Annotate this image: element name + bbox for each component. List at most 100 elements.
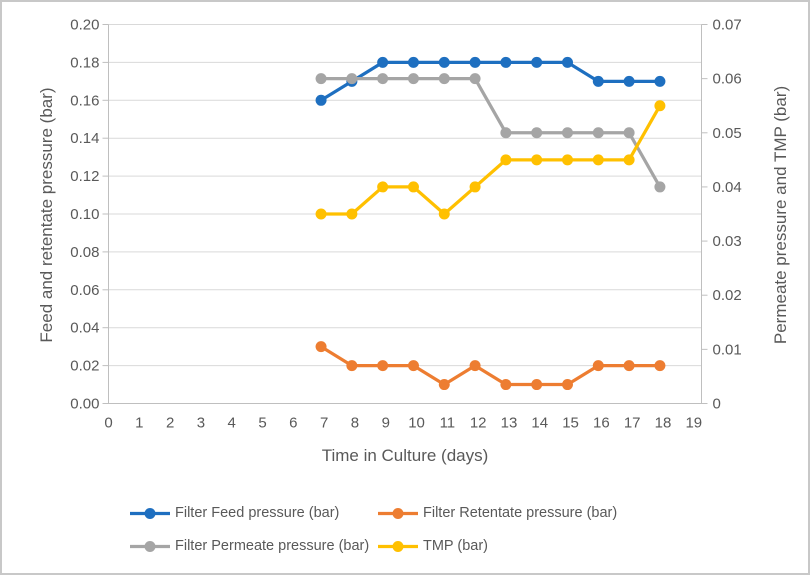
x-axis-title: Time in Culture (days) [322,446,489,465]
x-axis-tick-label: 12 [470,415,487,432]
legend-dot [392,507,404,519]
data-point-tmp-bar [531,154,543,166]
left-axis-tick-label: 0.12 [70,168,99,185]
right-axis-tick-label: 0.01 [713,341,742,358]
data-point-tmp-bar [561,154,573,166]
x-axis-tick-label: 0 [104,415,112,432]
data-point-tmp-bar [623,154,635,166]
right-axis-tick-label: 0.06 [713,71,742,88]
right-axis-tick-label: 0.03 [713,233,742,250]
data-point-filter-retentate-pressure-bar [592,360,604,372]
series-line-tmp-bar [319,104,662,216]
data-point-filter-feed-pressure-bar [500,56,512,68]
x-axis-tick-label: 16 [593,415,610,432]
data-point-filter-permeate-pressure-bar [500,127,512,139]
data-point-filter-feed-pressure-bar [592,75,604,87]
data-point-filter-permeate-pressure-bar [346,73,358,85]
data-point-filter-permeate-pressure-bar [377,73,389,85]
data-point-filter-retentate-pressure-bar [407,360,419,372]
legend-dot [144,507,156,519]
data-point-tmp-bar [500,154,512,166]
data-point-filter-retentate-pressure-bar [315,341,327,353]
x-axis-tick-label: 11 [440,415,456,432]
left-axis-tick-label: 0.18 [70,54,99,71]
left-axis-tick-label: 0.02 [70,358,99,375]
data-point-tmp-bar [654,100,666,112]
legend-marker-icon [378,507,418,519]
right-axis-tick-label: 0.04 [713,179,742,196]
x-axis-tick-label: 19 [685,415,702,432]
data-point-filter-permeate-pressure-bar [561,127,573,139]
series-plot [315,56,666,391]
data-point-filter-retentate-pressure-bar [500,379,512,391]
data-point-filter-retentate-pressure-bar [377,360,389,372]
left-axis-tick-label: 0.08 [70,244,99,261]
data-point-filter-permeate-pressure-bar [407,73,419,85]
legend-label-filter-permeate-pressure-bar: Filter Permeate pressure (bar) [175,538,370,554]
data-point-tmp-bar [438,208,450,220]
data-point-filter-feed-pressure-bar [407,56,419,68]
legend-item-filter-feed-pressure-bar: Filter Feed pressure (bar) [130,506,339,520]
left-axis-tick-label: 0.06 [70,282,99,299]
legend-label-filter-feed-pressure-bar: Filter Feed pressure (bar) [175,505,340,521]
legend-dot [392,540,404,552]
series-line-filter-feed-pressure-bar [319,60,662,102]
data-point-filter-permeate-pressure-bar [654,181,666,193]
legend-item-filter-retentate-pressure-bar: Filter Retentate pressure (bar) [378,506,617,520]
x-axis-tick-label: 6 [289,415,297,432]
legend-item-filter-permeate-pressure-bar: Filter Permeate pressure (bar) [130,539,369,553]
data-point-filter-retentate-pressure-bar [654,360,666,372]
data-point-tmp-bar [407,181,419,193]
data-point-filter-feed-pressure-bar [438,56,450,68]
right-axis-tick-label: 0.07 [713,17,742,34]
legend-label-filter-retentate-pressure-bar: Filter Retentate pressure (bar) [423,505,618,521]
x-axis-tick-label: 4 [228,415,236,432]
data-point-tmp-bar [469,181,481,193]
x-axis-tick-label: 7 [320,415,328,432]
data-point-filter-retentate-pressure-bar [531,379,543,391]
data-point-filter-feed-pressure-bar [531,56,543,68]
right-axis-tick-label: 0.05 [713,125,742,142]
x-axis-tick-label: 10 [408,415,425,432]
left-axis-tick-label: 0.04 [70,320,99,337]
legend-marker-icon [378,540,418,552]
right-axis-tick-label: 0 [713,396,721,413]
data-point-filter-permeate-pressure-bar [469,73,481,85]
data-point-tmp-bar [346,208,358,220]
data-point-filter-permeate-pressure-bar [623,127,635,139]
tick-labels: 0.00 0.02 0.04 0.06 0.08 0.10 0.12 0.14 0.16 0.18… [70,17,741,432]
data-point-filter-feed-pressure-bar [623,75,635,87]
data-point-filter-permeate-pressure-bar [531,127,543,139]
data-point-filter-permeate-pressure-bar [315,73,327,85]
data-point-filter-feed-pressure-bar [654,75,666,87]
data-point-filter-retentate-pressure-bar [469,360,481,372]
x-axis-tick-label: 18 [655,415,672,432]
legend-marker-icon [130,540,170,552]
x-axis-tick-label: 9 [382,415,390,432]
x-axis-tick-label: 3 [197,415,205,432]
x-axis-tick-label: 17 [624,415,641,432]
x-axis-tick-label: 15 [562,415,579,432]
data-point-filter-retentate-pressure-bar [623,360,635,372]
left-axis-tick-label: 0.00 [70,396,99,413]
legend-item-tmp-bar: TMP (bar) [378,539,488,553]
data-point-filter-retentate-pressure-bar [346,360,358,372]
series-line-filter-permeate-pressure-bar [319,77,662,189]
left-axis-tick-label: 0.10 [70,206,99,223]
axes [102,24,708,404]
x-axis-tick-label: 2 [166,415,174,432]
data-point-filter-permeate-pressure-bar [592,127,604,139]
data-point-filter-retentate-pressure-bar [438,379,450,391]
data-point-tmp-bar [315,208,327,220]
right-axis-tick-label: 0.02 [713,287,742,304]
legend-marker-icon [130,507,170,519]
data-point-filter-retentate-pressure-bar [561,379,573,391]
x-axis-tick-label: 1 [135,415,143,432]
left-axis-title: Feed and retentate pressure (bar) [37,87,56,342]
data-point-filter-feed-pressure-bar [315,94,327,106]
left-axis-tick-label: 0.16 [70,92,99,109]
x-axis-tick-label: 8 [351,415,359,432]
legend-label-tmp-bar: TMP (bar) [423,538,488,554]
